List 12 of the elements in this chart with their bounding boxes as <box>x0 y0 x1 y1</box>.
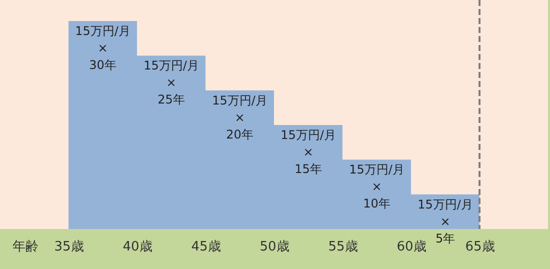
data-label: 15万円/月 × 25年 <box>144 58 199 107</box>
x-tick-label: 35歳 <box>54 240 84 254</box>
data-label: 15万円/月 × 20年 <box>212 93 268 142</box>
x-tick-label: 50歳 <box>260 240 290 254</box>
x-axis-title: 年齢 <box>12 240 38 254</box>
data-label: 15万円/月 × 10年 <box>349 162 404 211</box>
x-tick-label: 45歳 <box>191 240 221 254</box>
x-tick-label: 65歳 <box>465 240 495 254</box>
data-label: 15万円/月 × 30年 <box>75 24 130 72</box>
x-tick-label: 55歳 <box>328 240 358 254</box>
data-label: 15万円/月 × 15年 <box>280 128 336 176</box>
x-tick-label: 40歳 <box>122 240 152 254</box>
